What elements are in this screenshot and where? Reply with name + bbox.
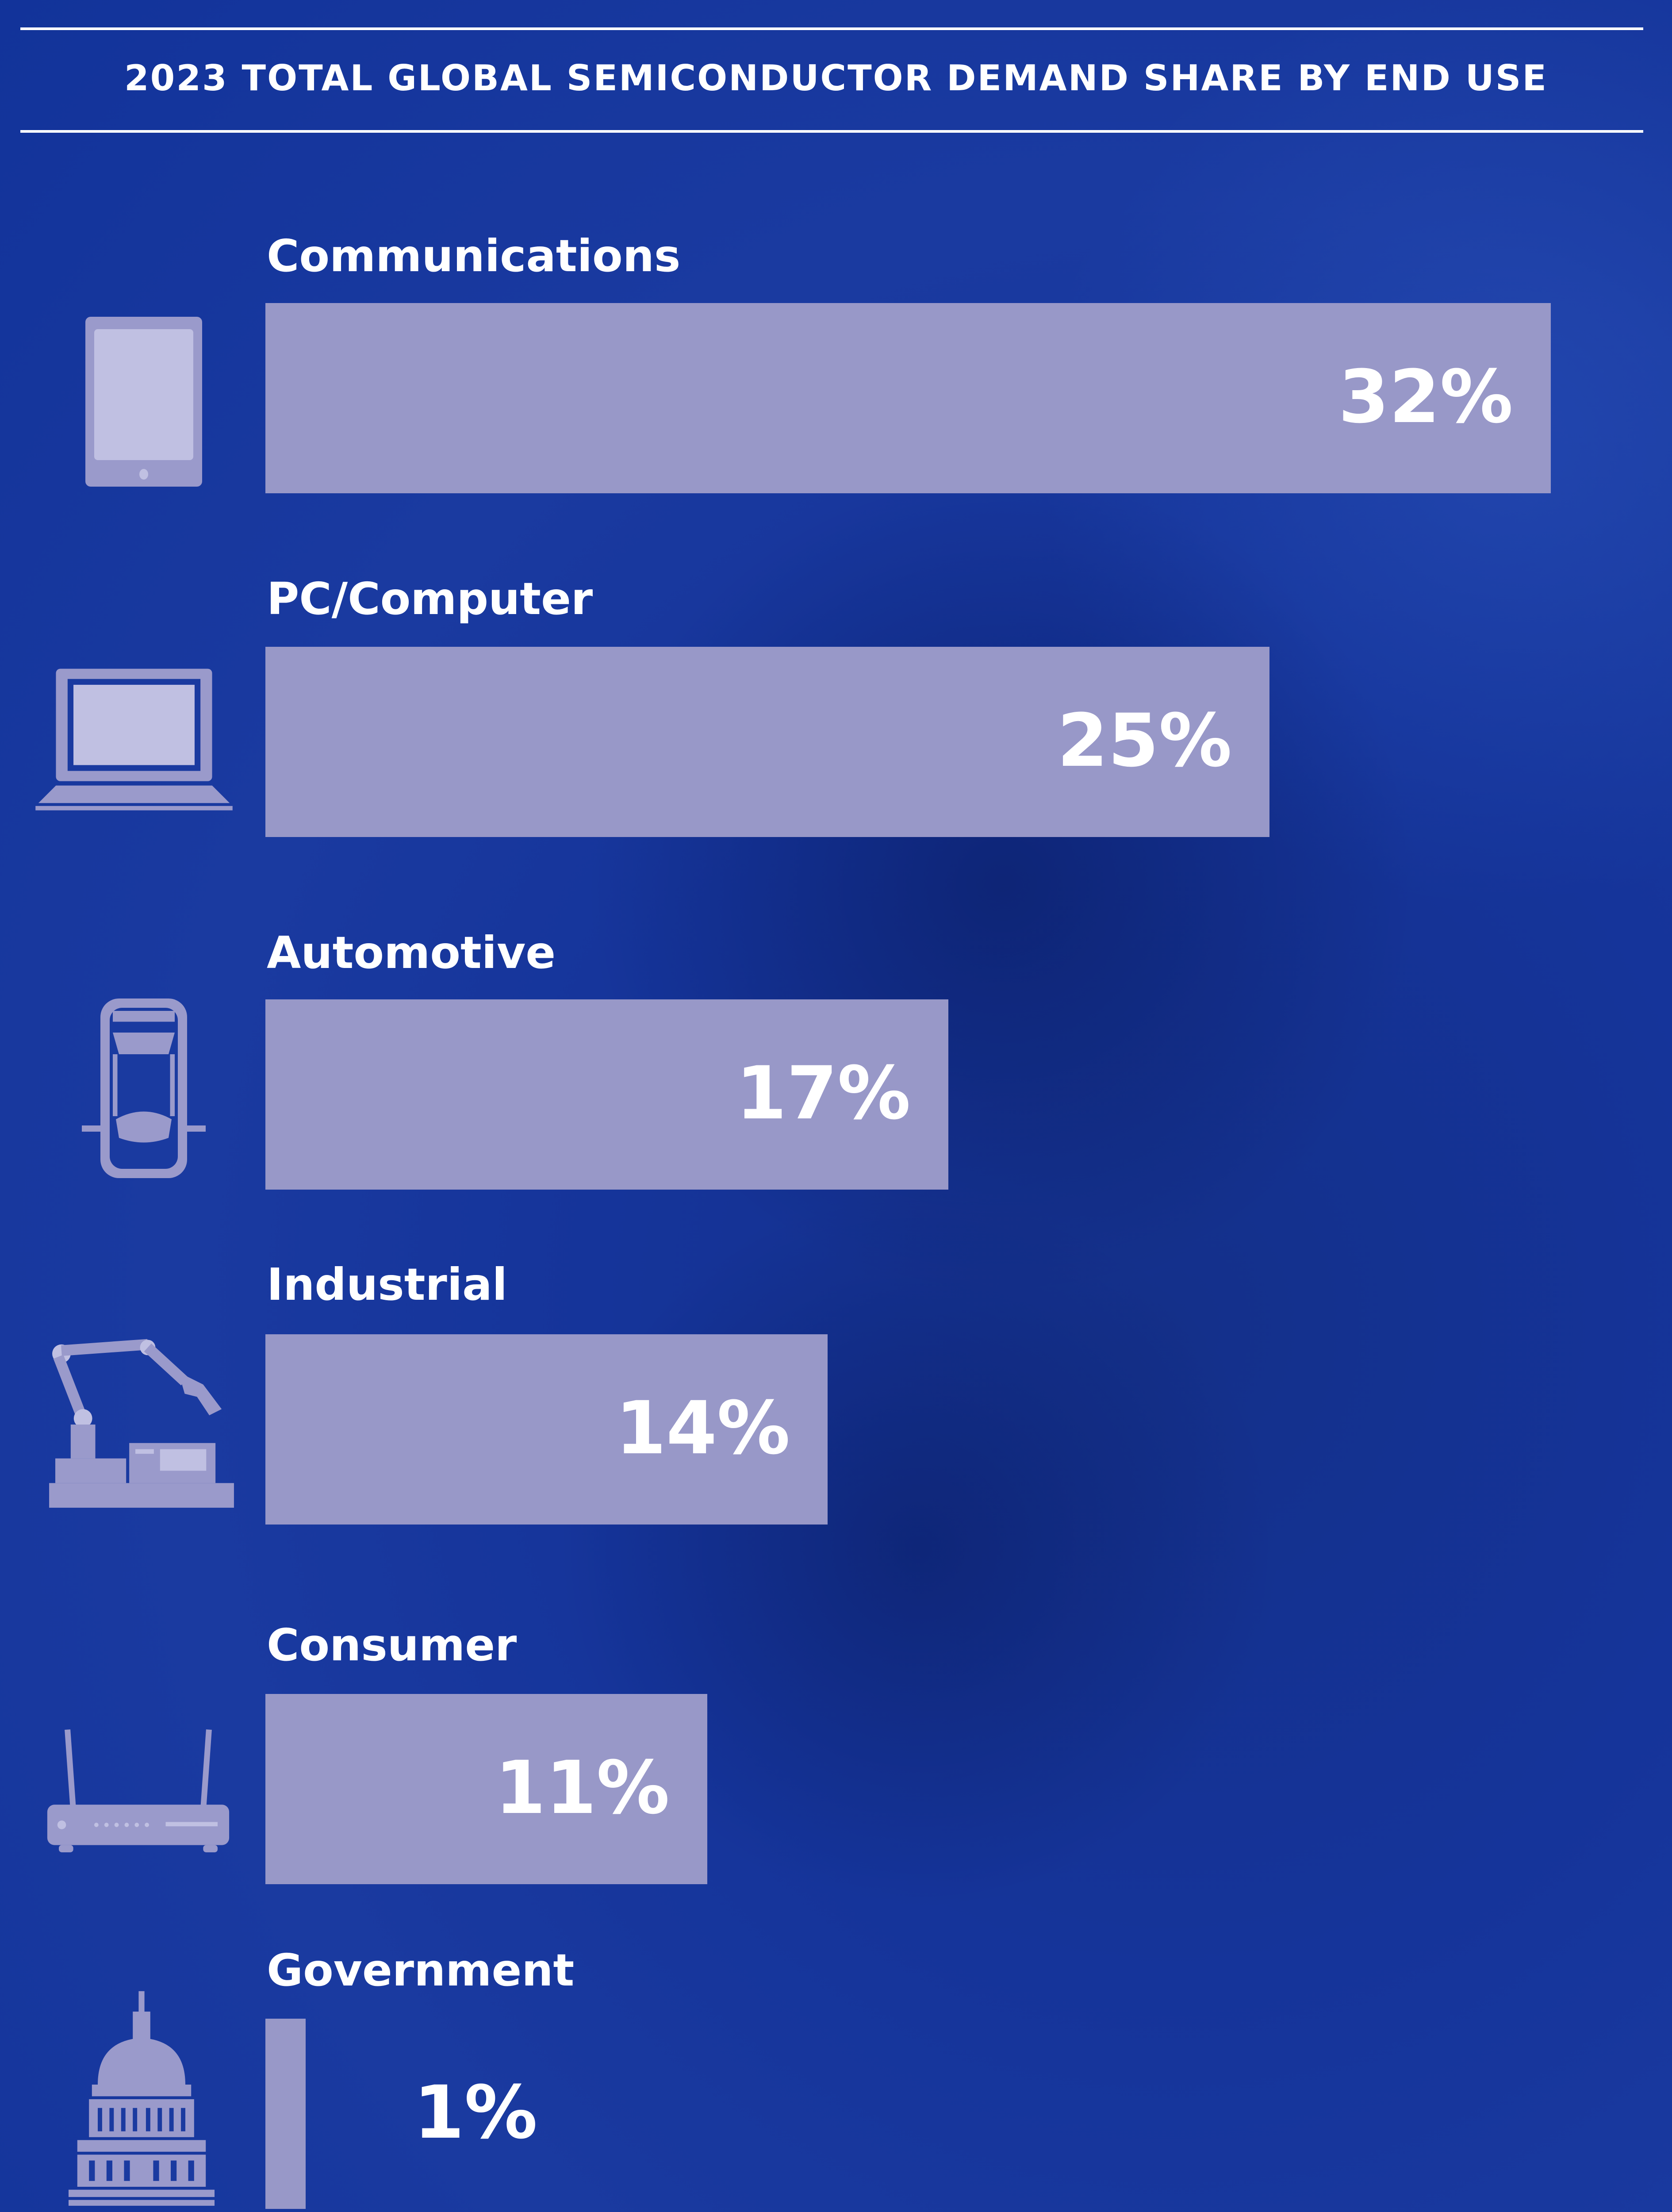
value-label: 25% xyxy=(1057,698,1232,783)
value-label: 1% xyxy=(414,2070,538,2155)
value-label: 32% xyxy=(1338,354,1513,439)
car-icon xyxy=(82,998,206,1178)
bar-consumer xyxy=(265,1694,707,1884)
category-label: Government xyxy=(267,1944,575,1996)
capitol-icon xyxy=(69,1991,215,2206)
bar-communications xyxy=(265,303,1551,493)
bar-pc-computer xyxy=(265,647,1269,837)
title-rule-bottom xyxy=(20,130,1643,133)
category-label: Communications xyxy=(267,230,681,282)
value-label: 17% xyxy=(736,1051,911,1136)
tablet-icon xyxy=(85,317,202,487)
category-label: PC/Computer xyxy=(267,573,593,625)
category-label: Consumer xyxy=(267,1619,517,1671)
bar-industrial xyxy=(265,1334,828,1525)
router-icon xyxy=(47,1729,230,1852)
robot-arm-icon xyxy=(49,1339,234,1508)
value-label: 14% xyxy=(615,1386,790,1471)
title-rule-top xyxy=(20,27,1643,30)
chart-title: 2023 TOTAL GLOBAL SEMICONDUCTOR DEMAND S… xyxy=(124,58,1548,99)
category-label: Automotive xyxy=(267,927,556,979)
category-label: Industrial xyxy=(267,1259,507,1310)
laptop-icon xyxy=(35,668,233,810)
bar-government xyxy=(265,2019,306,2209)
bar-automotive xyxy=(265,999,948,1190)
value-label: 11% xyxy=(495,1745,670,1830)
